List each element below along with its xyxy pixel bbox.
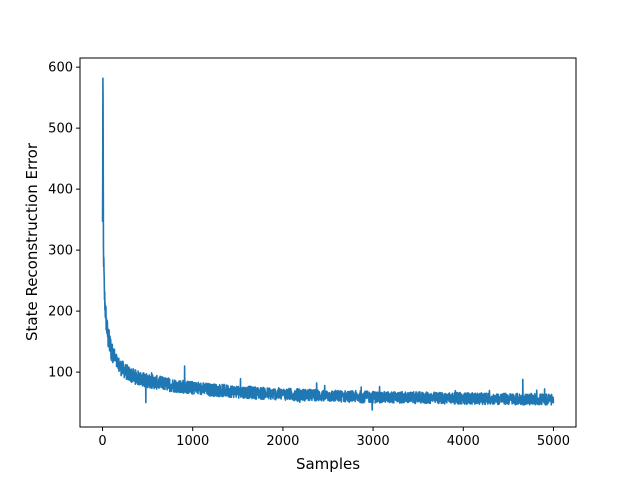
y-tick-label: 600 [48,61,73,76]
plot-frame [79,57,577,428]
x-tick-label: 1000 [176,434,209,449]
y-axis-label: State Reconstruction Error [23,142,41,341]
x-axis-label: Samples [296,455,360,473]
y-tick-label: 100 [48,366,73,381]
x-tick-label: 2000 [266,434,299,449]
series-line [101,77,555,411]
y-tick-label: 500 [48,122,73,137]
y-tick-label: 400 [48,183,73,198]
x-tick-label: 3000 [357,434,390,449]
plot-area [101,77,555,411]
y-tick-label: 300 [48,244,73,259]
x-tick-label: 4000 [447,434,480,449]
x-tick-label: 0 [98,434,106,449]
axis-ticks: 0 1000 2000 3000 4000 5000 100 200 300 400 500 600 [48,61,570,449]
x-tick-label: 5000 [537,434,570,449]
y-tick-label: 200 [48,305,73,320]
